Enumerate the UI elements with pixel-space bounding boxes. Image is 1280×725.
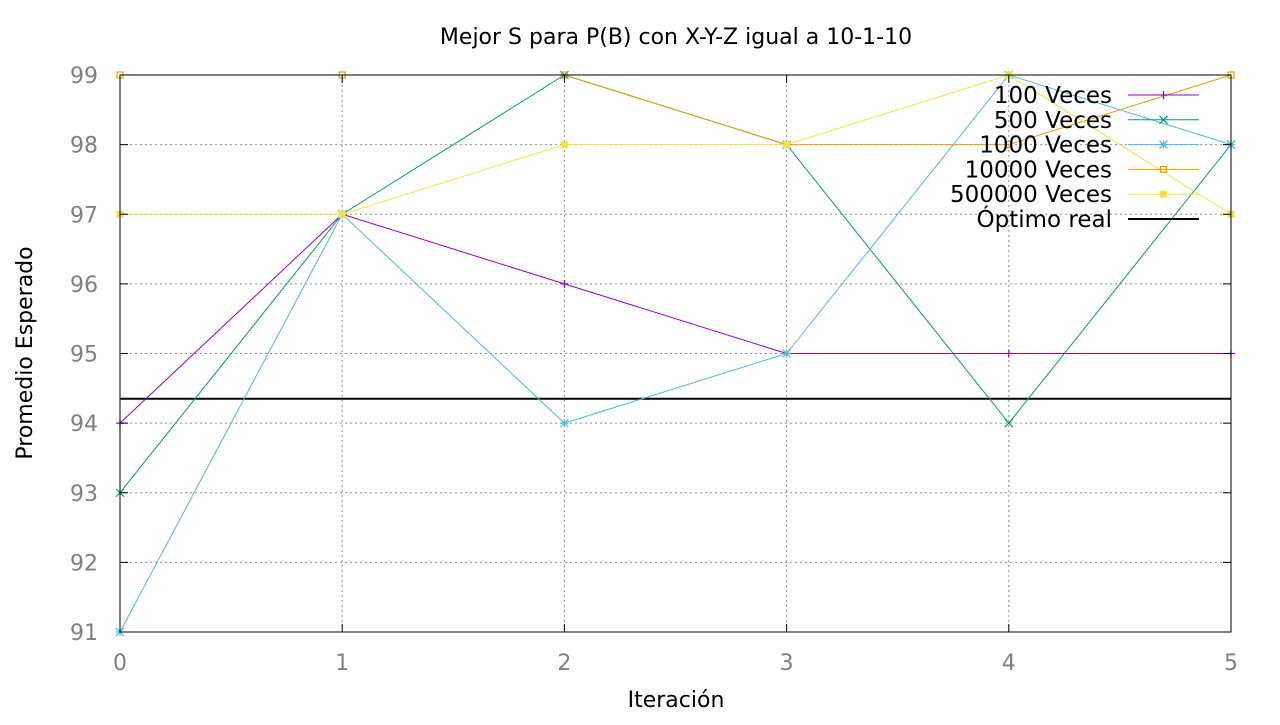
x-tick-label: 5 [1224,651,1238,676]
data-point [782,349,792,358]
x-axis-ticks: 0 1 2 3 4 5 [113,75,1238,676]
legend-entry: 100 Veces [994,83,1199,109]
legend-entry: 500 Veces [994,108,1199,134]
y-tick-label: 91 [70,621,98,646]
x-axis-label: Iteración [628,688,725,713]
data-point [783,141,791,149]
data-point [1159,115,1168,125]
data-point [559,418,569,428]
series-0 [116,210,1235,428]
y-tick-label: 99 [70,64,98,89]
legend-label: 10000 Veces [965,157,1112,183]
legend-label: 500 Veces [994,108,1112,134]
legend-entry: 500000 Veces [950,182,1199,208]
x-tick-label: 0 [113,651,127,676]
legend-label: 1000 Veces [979,133,1112,159]
data-point [1160,190,1167,198]
y-tick-label: 92 [70,551,98,576]
y-tick-label: 96 [70,273,98,298]
data-point [1004,418,1014,428]
x-tick-label: 1 [335,651,349,676]
chart-title: Mejor S para P(B) con X-Y-Z igual a 10-1… [440,25,912,50]
legend-label: 100 Veces [994,83,1112,109]
y-axis-label: Promedio Esperado [13,246,38,459]
data-point [1159,91,1168,99]
legend-label: 500000 Veces [950,182,1112,208]
legend-entry: 10000 Veces [965,157,1199,183]
y-tick-label: 97 [70,203,98,228]
x-tick-label: 4 [1002,651,1016,676]
data-point [1159,165,1168,173]
data-point [560,279,569,288]
data-point [1159,140,1168,150]
x-tick-label: 2 [557,651,571,676]
series-line [119,74,1232,633]
data-point [338,210,346,218]
legend-entry: Óptimo real [977,205,1199,233]
legend-label: Óptimo real [977,205,1112,233]
series-line [120,74,1232,215]
y-axis-ticks: 91 92 93 94 95 96 97 98 99 [70,64,1231,646]
x-tick-label: 3 [780,651,794,676]
legend-entry: 1000 Veces [979,133,1199,159]
data-point [560,141,568,149]
y-tick-label: 94 [70,412,98,437]
series-line [119,213,1231,424]
y-tick-label: 93 [70,482,98,507]
y-tick-label: 95 [70,343,98,368]
data-point [1005,141,1013,149]
data-point [1004,349,1013,358]
y-tick-label: 98 [70,134,98,159]
series-layer [115,70,1236,637]
